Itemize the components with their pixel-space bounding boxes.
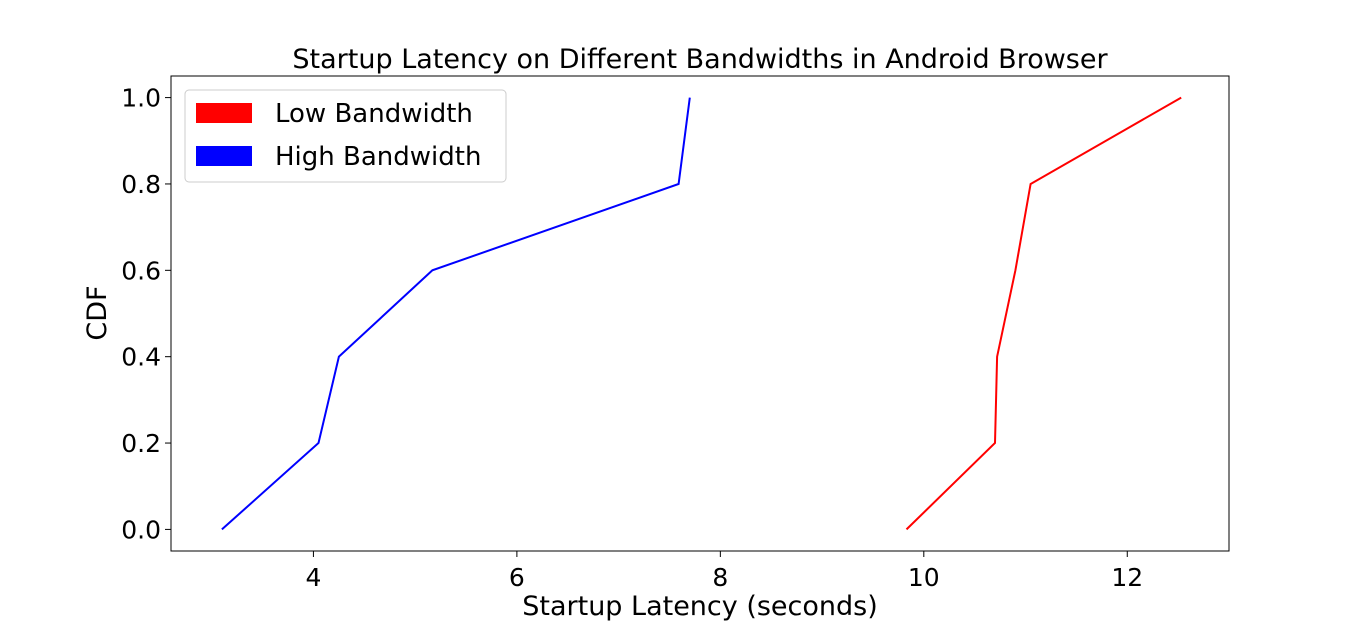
y-axis-ticks: 0.0 0.2 0.4 0.6 0.8 1.0 bbox=[121, 84, 171, 544]
y-tick-label: 0.8 bbox=[121, 170, 161, 199]
x-tick-label: 8 bbox=[712, 563, 728, 592]
legend-box bbox=[184, 89, 507, 183]
y-axis-label: CDF bbox=[82, 285, 113, 340]
y-tick-label: 0.2 bbox=[121, 429, 161, 458]
series-line-2 bbox=[221, 97, 691, 531]
x-tick-label: 6 bbox=[509, 563, 525, 592]
legend-swatch-1 bbox=[196, 103, 252, 123]
plot-frame bbox=[170, 75, 1230, 552]
x-tick-label: 4 bbox=[305, 563, 321, 592]
legend: Low Bandwidth High Bandwidth bbox=[184, 89, 507, 183]
x-axis-ticks: 4 6 8 10 12 bbox=[305, 551, 1143, 592]
series-layer bbox=[221, 96, 1182, 531]
legend-label-2: High Bandwidth bbox=[275, 142, 481, 172]
y-tick-label: 1.0 bbox=[121, 84, 161, 113]
y-tick-label: 0.4 bbox=[121, 343, 161, 372]
x-tick-label: 12 bbox=[1111, 563, 1143, 592]
x-axis-label: Startup Latency (seconds) bbox=[522, 591, 878, 622]
series-line-1 bbox=[905, 96, 1182, 531]
legend-swatch-2 bbox=[196, 146, 252, 166]
legend-label-1: Low Bandwidth bbox=[275, 99, 473, 129]
chart-title: Startup Latency on Different Bandwidths … bbox=[292, 44, 1108, 75]
y-tick-label: 0.0 bbox=[121, 515, 161, 544]
y-tick-label: 0.6 bbox=[121, 256, 161, 285]
x-tick-label: 10 bbox=[908, 563, 940, 592]
